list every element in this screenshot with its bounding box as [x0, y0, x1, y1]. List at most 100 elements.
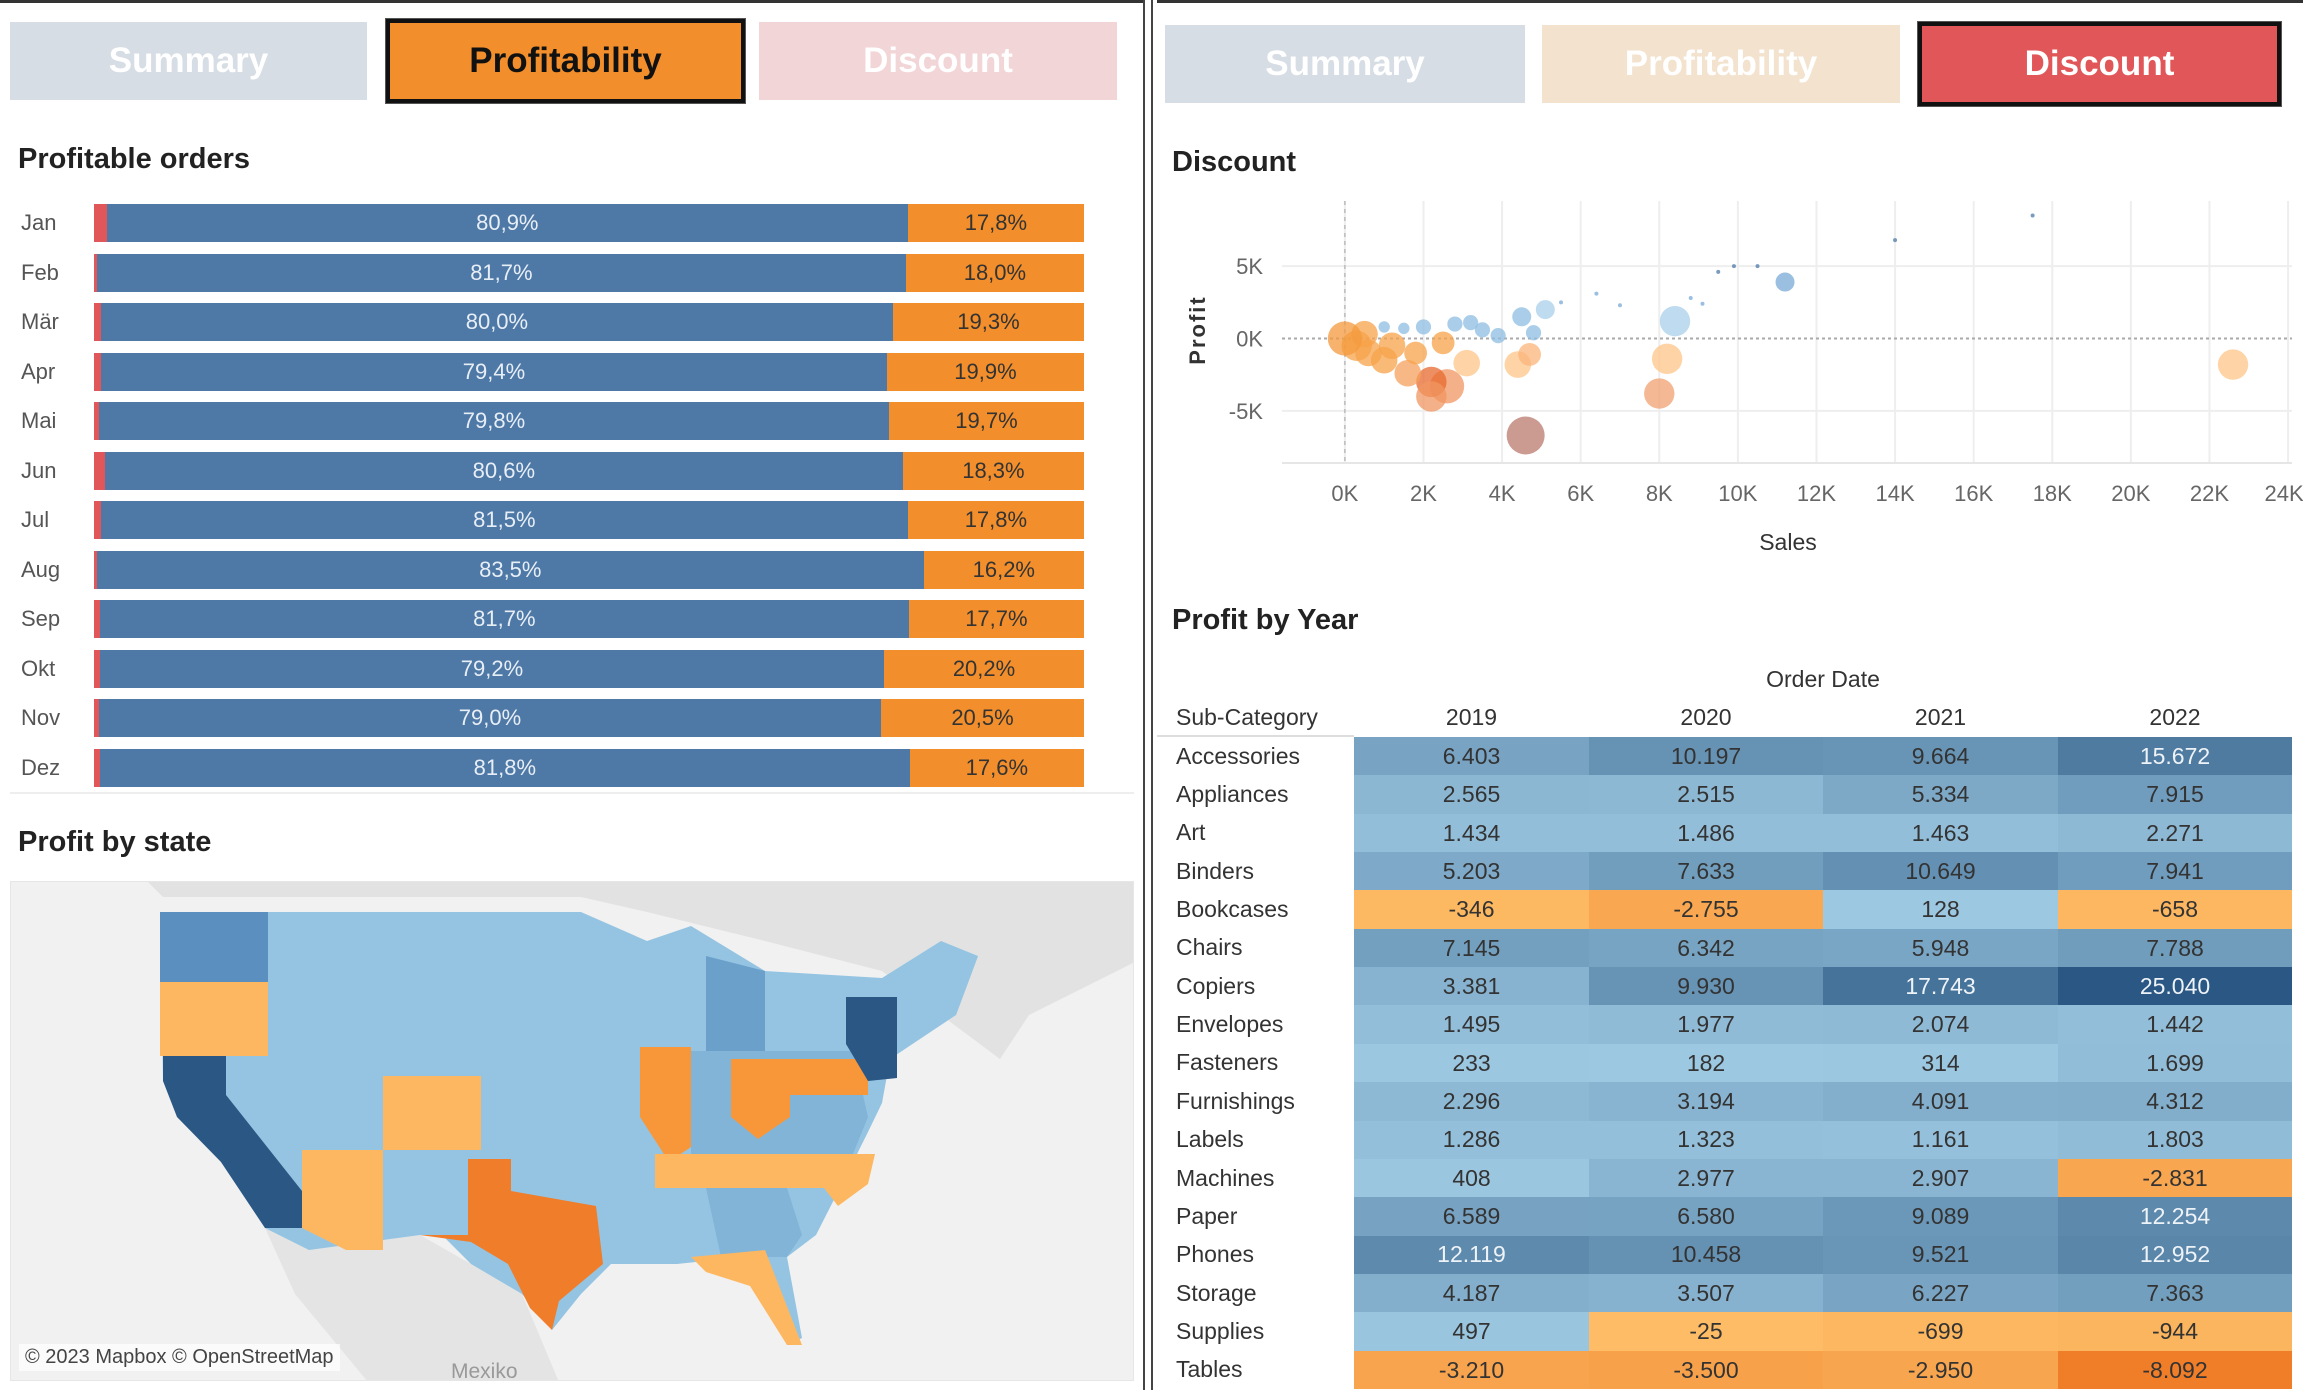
bar-segment-unprofitable[interactable]: 17,7% [908, 600, 1084, 638]
heatmap-cell[interactable]: 25.040 [2058, 967, 2292, 1006]
heatmap-cell[interactable]: 5.948 [1823, 928, 2058, 968]
heatmap-cell[interactable]: 9.521 [1823, 1235, 2058, 1275]
bar-segment-other[interactable] [94, 699, 99, 737]
scatter-point[interactable] [1327, 321, 1362, 356]
bar-row[interactable]: 80,6% 18,3% [94, 451, 1084, 490]
bar-segment-other[interactable] [94, 402, 99, 440]
bar-segment-other[interactable] [94, 352, 101, 391]
row-label[interactable]: Tables [1176, 1356, 1243, 1383]
bar-segment-other[interactable] [94, 550, 97, 589]
scatter-point[interactable] [1755, 264, 1760, 269]
column-header[interactable]: 2022 [2149, 704, 2201, 730]
bar-segment-unprofitable[interactable]: 19,7% [888, 402, 1084, 440]
heatmap-cell[interactable]: 10.458 [1589, 1235, 1823, 1275]
row-label[interactable]: Storage [1176, 1279, 1257, 1306]
scatter-point[interactable] [1731, 264, 1736, 269]
heatmap-cell[interactable]: -2.950 [1823, 1350, 2058, 1390]
scatter-point[interactable] [1617, 303, 1622, 308]
heatmap-cell[interactable]: 9.089 [1823, 1197, 2058, 1237]
heatmap-cell[interactable]: 2.074 [1823, 1005, 2058, 1045]
scatter-point[interactable] [1463, 314, 1479, 331]
heatmap-cell[interactable]: 7.941 [2058, 852, 2292, 891]
heatmap-cell[interactable]: 7.633 [1589, 852, 1823, 891]
scatter-point[interactable] [1394, 359, 1422, 387]
region-tennessee-carolina[interactable] [655, 1154, 875, 1206]
heatmap-cell[interactable]: -3.500 [1589, 1350, 1823, 1390]
heatmap-cell[interactable]: -346 [1354, 890, 1589, 930]
state-arizona[interactable] [302, 1150, 383, 1250]
state-washington[interactable] [160, 912, 268, 982]
heatmap-cell[interactable]: 3.194 [1589, 1082, 1823, 1121]
bar-segment-profitable[interactable]: 81,7% [96, 253, 906, 292]
heatmap-cell[interactable]: -8.092 [2058, 1350, 2292, 1390]
heatmap-cell[interactable]: 314 [1823, 1043, 2058, 1083]
heatmap-cell[interactable]: 1.323 [1589, 1120, 1823, 1160]
heatmap-cell[interactable]: 12.254 [2058, 1197, 2292, 1237]
scatter-point[interactable] [2030, 213, 2035, 218]
heatmap-cell[interactable]: 1.442 [2058, 1005, 2292, 1045]
column-header[interactable]: 2019 [1445, 704, 1498, 730]
bar-segment-unprofitable[interactable]: 18,0% [905, 253, 1084, 292]
bar-segment-profitable[interactable]: 81,7% [99, 600, 909, 638]
heatmap-cell[interactable]: 5.203 [1354, 852, 1589, 891]
bar-row[interactable]: 80,9% 17,8% [94, 204, 1084, 242]
scatter-point[interactable] [1559, 300, 1564, 305]
bar-segment-unprofitable[interactable]: 20,5% [881, 699, 1084, 737]
bar-segment-profitable[interactable]: 79,2% [99, 649, 885, 688]
heatmap-cell[interactable]: -699 [1823, 1312, 2058, 1352]
scatter-point[interactable] [1518, 343, 1541, 366]
scatter-point[interactable] [1404, 341, 1428, 365]
row-label[interactable]: Appliances [1176, 781, 1289, 808]
bar-segment-other[interactable] [94, 303, 101, 341]
bar-segment-profitable[interactable]: 80,0% [100, 303, 893, 341]
bar-row[interactable]: 81,8% 17,6% [94, 748, 1084, 787]
tab-profitability[interactable]: Profitability [386, 19, 745, 103]
heatmap-cell[interactable]: 1.463 [1823, 813, 2058, 853]
heatmap-cell[interactable]: -2.831 [2058, 1158, 2292, 1198]
heatmap-cell[interactable]: 2.271 [2058, 813, 2292, 853]
tab-profitability[interactable]: Profitability [1542, 25, 1900, 103]
heatmap-cell[interactable]: 1.977 [1589, 1005, 1823, 1045]
state-ohio[interactable] [731, 1059, 790, 1139]
row-label[interactable]: Phones [1176, 1241, 1255, 1268]
profit-by-state-map[interactable]: © 2023 Mapbox © OpenStreetMap Mexiko [10, 881, 1134, 1381]
scatter-point[interactable] [1415, 319, 1432, 335]
scatter-point[interactable] [1688, 295, 1693, 300]
heatmap-cell[interactable]: 1.495 [1354, 1005, 1589, 1045]
heatmap-cell[interactable]: 7.788 [2058, 928, 2292, 968]
heatmap-cell[interactable]: 3.507 [1589, 1273, 1823, 1313]
row-label[interactable]: Copiers [1176, 972, 1256, 999]
heatmap-cell[interactable]: 6.589 [1354, 1197, 1589, 1237]
scatter-point[interactable] [1716, 269, 1721, 274]
scatter-point[interactable] [1512, 307, 1532, 327]
scatter-point[interactable] [1525, 325, 1542, 341]
heatmap-cell[interactable]: 10.649 [1823, 852, 2058, 891]
state-illinois[interactable] [640, 1047, 691, 1162]
heatmap-cell[interactable]: 7.145 [1354, 928, 1589, 968]
row-label[interactable]: Envelopes [1176, 1011, 1284, 1038]
bar-segment-profitable[interactable]: 81,8% [99, 748, 910, 787]
bar-segment-unprofitable[interactable]: 18,3% [902, 451, 1084, 490]
bar-segment-profitable[interactable]: 79,4% [100, 352, 887, 391]
heatmap-cell[interactable]: -3.210 [1354, 1350, 1589, 1390]
tab-discount[interactable]: Discount [1918, 22, 2281, 106]
tab-discount[interactable]: Discount [759, 22, 1117, 100]
row-label[interactable]: Supplies [1176, 1317, 1265, 1344]
state-pennsylvania[interactable] [790, 1059, 868, 1095]
heatmap-cell[interactable]: 15.672 [2058, 737, 2292, 776]
heatmap-cell[interactable]: 1.161 [1823, 1120, 2058, 1160]
state-michigan[interactable] [706, 956, 765, 1051]
heatmap-cell[interactable]: 9.930 [1589, 967, 1823, 1006]
heatmap-cell[interactable]: 1.286 [1354, 1120, 1589, 1160]
heatmap-cell[interactable]: 4.187 [1354, 1273, 1589, 1313]
bar-segment-unprofitable[interactable]: 16,2% [923, 550, 1084, 589]
heatmap-cell[interactable]: 6.227 [1823, 1273, 2058, 1313]
bar-segment-unprofitable[interactable]: 19,9% [886, 352, 1084, 391]
tab-summary[interactable]: Summary [1165, 25, 1525, 103]
heatmap-cell[interactable]: 2.565 [1354, 775, 1589, 815]
scatter-point[interactable] [1594, 291, 1599, 296]
scatter-point[interactable] [1644, 378, 1675, 409]
heatmap-cell[interactable]: 6.580 [1589, 1197, 1823, 1237]
heatmap-cell[interactable]: 12.952 [2058, 1235, 2292, 1275]
state-florida[interactable] [691, 1250, 802, 1345]
